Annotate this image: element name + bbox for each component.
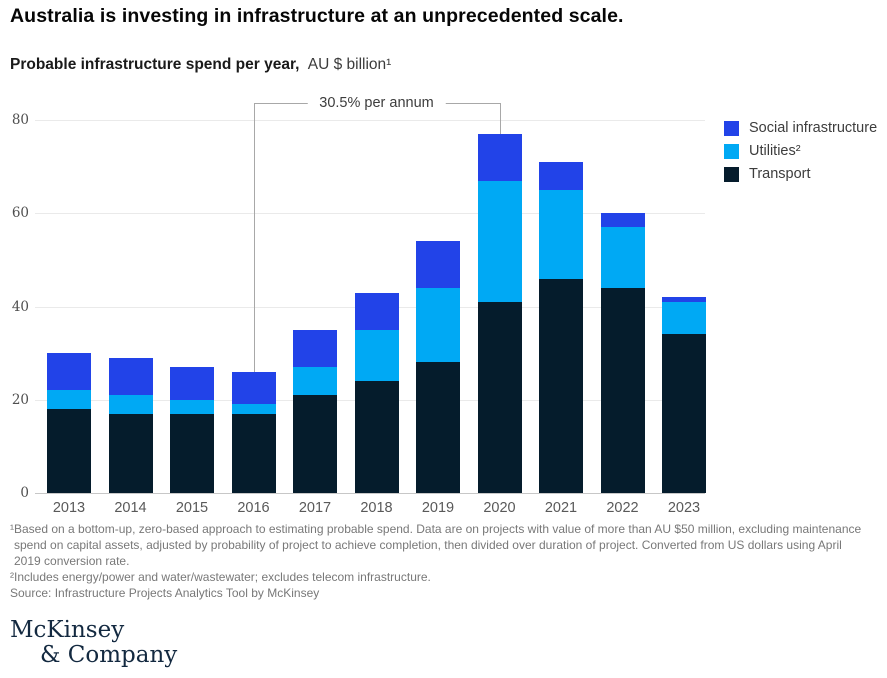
bar-segment-transport-2013 [47,409,91,493]
y-axis-label-0: 0 [20,485,29,501]
y-axis-label-80: 80 [11,112,29,128]
legend-label-utilities: Utilities² [749,143,801,159]
bar-segment-social-infrastructure-2017 [293,329,337,368]
legend-swatch-utilities [724,143,739,159]
chart-legend: Social infrastructure Utilities² Transport [724,120,877,189]
y-axis-label-40: 40 [11,298,29,315]
x-axis-label-2016: 2016 [237,500,270,516]
x-axis-label-2015: 2015 [175,500,209,516]
legend-item-social-infrastructure: Social infrastructure [724,120,877,136]
source-line: Source: Infrastructure Projects Analytic… [10,586,320,600]
bar-segment-utilities-2018 [354,329,399,382]
x-axis-label-2023: 2023 [667,500,701,516]
bar-segment-utilities-2022 [600,227,645,288]
legend-label-transport: Transport [749,166,811,182]
annotation-bracket-left-drop [253,103,255,372]
bar-segment-social-infrastructure-2015 [170,367,214,400]
legend-swatch-social-infrastructure [724,120,739,136]
bar-segment-transport-2018 [354,381,399,493]
bar-segment-social-infrastructure-2014 [108,357,153,396]
bar-segment-utilities-2014 [108,395,153,414]
chart-subtitle: Probable infrastructure spend per year, … [10,56,391,74]
bar-segment-utilities-2019 [416,287,460,363]
bar-segment-transport-2020 [477,301,522,493]
bar-segment-utilities-2020 [477,180,522,302]
legend-item-utilities: Utilities² [724,143,877,159]
bar-segment-social-infrastructure-2018 [354,292,399,330]
bar-segment-social-infrastructure-2016 [231,371,276,405]
legend-label-social-infrastructure: Social infrastructure [749,120,878,136]
bar-segment-transport-2022 [600,287,645,493]
bar-segment-transport-2016 [231,413,276,493]
page-title: Australia is investing in infrastructure… [10,5,624,27]
mckinsey-logo-line2: & Company [40,641,178,668]
bar-segment-social-infrastructure-2023 [662,297,706,302]
x-axis-label-2018: 2018 [360,500,393,516]
x-axis-label-2017: 2017 [298,500,332,516]
bar-segment-utilities-2023 [662,301,706,335]
gridline-80 [35,120,705,121]
annotation-label: 30.5% per annum [307,95,446,112]
mckinsey-logo: McKinsey & Company [10,618,177,667]
legend-item-transport: Transport [724,166,877,182]
bar-segment-social-infrastructure-2020 [477,133,522,181]
bar-segment-transport-2021 [539,278,583,493]
bar-segment-transport-2023 [662,334,706,493]
chart-subtitle-label: Probable infrastructure spend per year, [10,56,300,73]
bar-segment-transport-2017 [293,395,337,493]
bar-segment-transport-2019 [416,362,460,493]
x-axis-label-2013: 2013 [52,500,86,516]
mckinsey-logo-line1: McKinsey [10,617,125,643]
bar-segment-transport-2014 [108,413,153,493]
footnotes-block: ¹Based on a bottom-up, zero-based approa… [10,521,862,601]
footnote-1: ¹Based on a bottom-up, zero-based approa… [10,522,862,568]
annotation-bracket-right-drop [499,103,501,134]
chart-subtitle-unit: AU $ billion¹ [307,56,392,73]
bar-segment-transport-2015 [170,413,214,493]
bar-segment-social-infrastructure-2022 [600,213,645,228]
x-axis-label-2021: 2021 [544,500,578,516]
bar-segment-utilities-2016 [231,404,276,414]
bar-segment-utilities-2017 [293,367,337,396]
bar-segment-utilities-2021 [539,189,583,279]
x-axis-label-2014: 2014 [114,500,147,516]
gridline-60 [35,213,705,215]
y-axis-label-60: 60 [11,205,29,222]
footnote-2: ²Includes energy/power and water/wastewa… [10,570,431,584]
bar-segment-utilities-2015 [170,399,214,414]
bar-segment-social-infrastructure-2019 [416,241,460,288]
gridline-0 [35,493,705,494]
x-axis-label-2020: 2020 [483,500,516,516]
bar-segment-social-infrastructure-2013 [47,353,91,391]
bar-segment-social-infrastructure-2021 [539,161,583,190]
x-axis-label-2019: 2019 [421,500,455,516]
y-axis-label-20: 20 [11,391,29,408]
bar-segment-utilities-2013 [47,390,91,410]
legend-swatch-transport [724,166,739,182]
x-axis-label-2022: 2022 [606,500,639,516]
